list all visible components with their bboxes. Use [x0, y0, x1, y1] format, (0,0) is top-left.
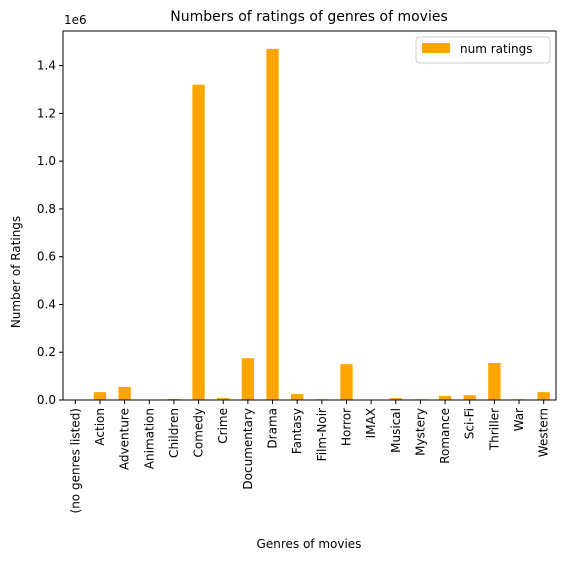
bar-action — [93, 392, 107, 400]
x-tick-label: Adventure — [118, 408, 132, 470]
x-tick-label: Mystery — [413, 408, 427, 456]
plot-frame — [62, 30, 557, 401]
x-tick-label: Action — [93, 408, 107, 446]
legend-swatch — [422, 43, 450, 53]
x-tick-label: Crime — [216, 408, 230, 444]
bar-horror — [340, 364, 353, 400]
bar-musical — [389, 398, 402, 400]
x-axis-label: Genres of movies — [257, 537, 362, 551]
y-tick-label: 1.4 — [37, 59, 56, 73]
x-tick-label: Children — [167, 408, 181, 458]
x-tick-label: Musical — [389, 408, 403, 453]
x-ticks: (no genres listed) Action Adventure Animati… — [68, 400, 551, 513]
x-tick-label: (no genres listed) — [68, 408, 82, 513]
x-tick-label: Fantasy — [290, 408, 304, 454]
bar-thriller — [488, 362, 501, 400]
legend-label: num ratings — [460, 42, 533, 56]
y-tick-label: 0.8 — [37, 202, 56, 216]
bar-romance — [438, 395, 452, 400]
x-tick-label: Documentary — [241, 408, 255, 490]
bar-drama — [266, 48, 279, 400]
bar-crime — [217, 398, 230, 400]
legend: num ratings — [415, 36, 551, 64]
bars — [69, 48, 550, 401]
y-axis-label: Number of Ratings — [9, 216, 23, 328]
y-tick-label: 0.4 — [37, 297, 56, 311]
y-tick-label: 0.2 — [37, 345, 56, 359]
y-tick-label: 1.0 — [37, 154, 56, 168]
y-ticks: 0.0 0.2 0.4 0.6 0.8 1.0 1.2 1.4 — [37, 59, 63, 407]
x-tick-label: Romance — [438, 408, 452, 464]
bar-documentary — [241, 358, 255, 400]
bar-western — [537, 392, 550, 400]
x-tick-label: Drama — [266, 408, 280, 449]
bar-fantasy — [291, 394, 304, 400]
x-tick-label: War — [512, 408, 526, 431]
bar-comedy — [192, 84, 205, 401]
x-tick-label: Film-Noir — [315, 408, 329, 461]
chart-title: Numbers of ratings of genres of movies — [170, 9, 448, 25]
x-tick-label: IMAX — [364, 408, 378, 438]
bar-adventure — [118, 386, 131, 400]
x-tick-label: Western — [537, 408, 551, 457]
y-tick-label: 1.2 — [37, 106, 56, 120]
bar-sci-fi — [463, 395, 476, 400]
y-tick-label: 0.0 — [37, 393, 56, 407]
y-offset-text: 1e6 — [64, 13, 87, 27]
x-tick-label: Sci-Fi — [463, 408, 477, 439]
x-tick-label: Animation — [142, 408, 156, 469]
x-tick-label: Thriller — [487, 408, 501, 451]
x-tick-label: Horror — [339, 408, 353, 446]
x-tick-label: Comedy — [192, 408, 206, 458]
y-tick-label: 0.6 — [37, 250, 56, 264]
